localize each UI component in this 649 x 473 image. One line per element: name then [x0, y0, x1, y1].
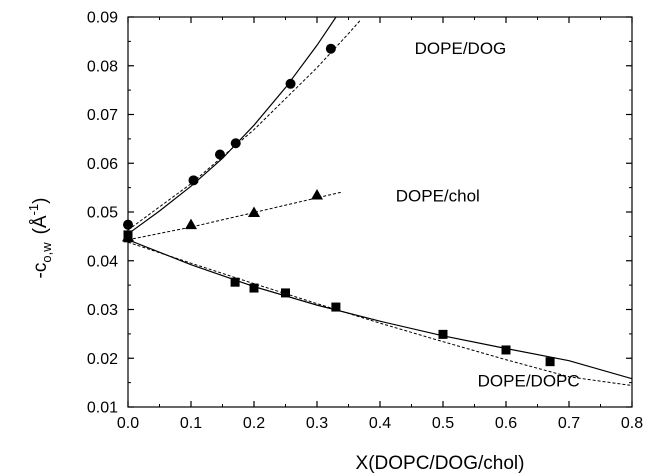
fit-dashed-dope-dog: [128, 19, 362, 231]
data-point-dope-dopc: [501, 345, 511, 355]
data-point-dope-dopc: [438, 329, 448, 339]
data-point-dope-dog: [214, 149, 225, 160]
y-axis-label: -co,w (Å-1): [26, 198, 54, 279]
x-tick-label: 0.0: [117, 415, 139, 432]
data-markers: [122, 43, 555, 367]
data-point-dope-dopc: [545, 357, 555, 367]
y-tick-label: 0.04: [87, 253, 118, 270]
data-point-dope-dopc: [281, 288, 290, 298]
fit-dashed-dope-chol: [128, 191, 343, 241]
y-axis-label-unit-open: (Å: [30, 215, 51, 234]
fit-curves: [128, 17, 632, 387]
x-tick-label: 0.6: [495, 415, 517, 432]
x-tick-label: 0.2: [243, 415, 265, 432]
data-point-dope-dopc: [230, 277, 240, 287]
plot-frame: [127, 16, 633, 408]
series-annotations: DOPE/DOG DOPE/chol DOPE/DOPC: [396, 39, 580, 390]
y-tick-label: 0.03: [87, 302, 118, 319]
x-tick-label: 0.5: [432, 415, 454, 432]
y-axis-label-sub: o,w: [39, 242, 54, 263]
y-tick-label: 0.09: [87, 10, 118, 27]
x-axis-label: X(DOPC/DOG/chol): [356, 453, 525, 473]
y-axis-label-unit-sup: -1: [26, 204, 41, 216]
series-annotation: DOPE/DOG: [415, 39, 507, 58]
y-tick-label: 0.08: [87, 58, 118, 75]
y-tick-label: 0.06: [87, 156, 118, 173]
data-point-dope-dog: [285, 78, 296, 89]
y-tick-label: 0.07: [87, 107, 118, 124]
data-point-dope-dopc: [249, 283, 259, 293]
x-tick-label: 0.3: [306, 415, 328, 432]
data-point-dope-dog: [188, 175, 199, 186]
data-point-dope-dog: [230, 138, 241, 149]
fit-solid-dope-dopc: [128, 239, 632, 380]
x-tick-label: 0.4: [369, 415, 391, 432]
series-annotation: DOPE/chol: [396, 186, 480, 205]
data-point-dope-dopc: [331, 302, 341, 312]
data-point-dope-dog: [325, 43, 336, 54]
x-tick-label: 0.8: [621, 415, 643, 432]
plot-axes: 0.0 0.1 0.2 0.3 0.4 0.5 0.6 0.7 0.8 0.01 0.02 0.03 0…: [87, 10, 643, 433]
y-tick-label: 0.01: [87, 400, 118, 417]
fit-dashed-dope-dopc: [128, 241, 632, 387]
y-axis-label-unit-close: ): [30, 198, 51, 204]
data-point-dope-chol: [311, 188, 323, 200]
series-annotation: DOPE/DOPC: [478, 372, 580, 391]
x-tick-label: 0.1: [180, 415, 202, 432]
data-point-dope-chol: [185, 218, 197, 230]
y-axis-label-base: -c: [30, 263, 51, 279]
data-point-dope-chol: [248, 206, 260, 217]
x-tick-label: 0.7: [558, 415, 580, 432]
y-tick-label: 0.02: [87, 351, 118, 368]
y-tick-label: 0.05: [87, 205, 118, 222]
fit-solid-dope-dog: [128, 17, 337, 235]
